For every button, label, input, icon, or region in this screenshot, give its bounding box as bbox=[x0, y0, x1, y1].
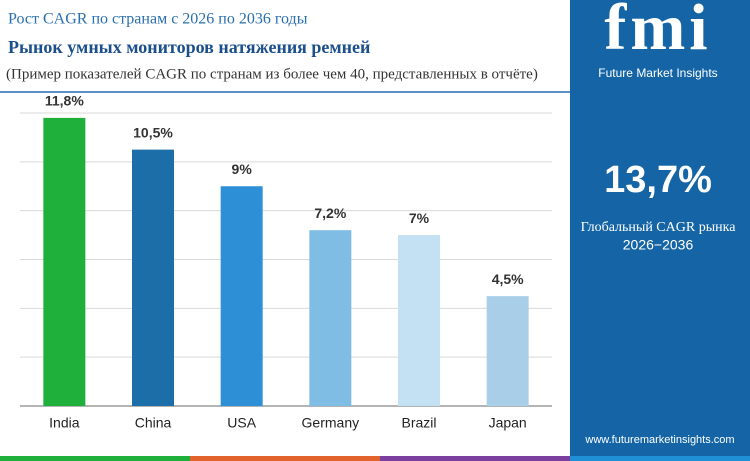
plot: India 11,8% China 10,5% USA 9% Germany 7,2% Braz… bbox=[20, 93, 552, 431]
x-tick-label: Brazil bbox=[401, 415, 436, 431]
bar bbox=[398, 235, 440, 406]
footer-strip bbox=[190, 456, 380, 461]
bar bbox=[309, 230, 352, 406]
value-label: 10,5% bbox=[133, 124, 173, 140]
value-label: 11,8% bbox=[45, 93, 84, 109]
value-label: 7,2% bbox=[314, 205, 346, 221]
global-cagr: 13,7% bbox=[604, 159, 712, 201]
footer-strip bbox=[0, 456, 190, 461]
chart-title: Рынок умных мониторов натяжения ремней bbox=[8, 37, 370, 57]
bar bbox=[486, 296, 529, 406]
x-tick-label: China bbox=[135, 415, 172, 431]
brand: Future Market Insights bbox=[598, 66, 717, 80]
period: 2026−2036 bbox=[623, 237, 694, 253]
x-tick-label: Japan bbox=[489, 415, 527, 431]
x-tick-label: India bbox=[49, 415, 80, 431]
value-label: 9% bbox=[232, 161, 253, 177]
bar bbox=[132, 149, 174, 406]
footer-strip bbox=[380, 456, 570, 461]
x-tick-label: Germany bbox=[302, 415, 360, 431]
value-label: 7% bbox=[409, 210, 430, 226]
logo: fmi bbox=[604, 0, 711, 64]
note: (Пример показателей CAGR по странам из б… bbox=[6, 66, 538, 82]
footer-strip bbox=[570, 456, 750, 461]
value-label: 4,5% bbox=[492, 271, 524, 287]
global-label: Глобальный CAGR рынка bbox=[581, 220, 737, 235]
x-tick-label: USA bbox=[227, 415, 256, 431]
bar bbox=[43, 117, 86, 406]
url: www.futuremarketinsights.com bbox=[584, 434, 734, 446]
bar bbox=[220, 186, 263, 406]
subtitle: Рост CAGR по странам с 2026 по 2036 годы bbox=[8, 11, 308, 28]
sidebar-panel bbox=[570, 0, 750, 461]
